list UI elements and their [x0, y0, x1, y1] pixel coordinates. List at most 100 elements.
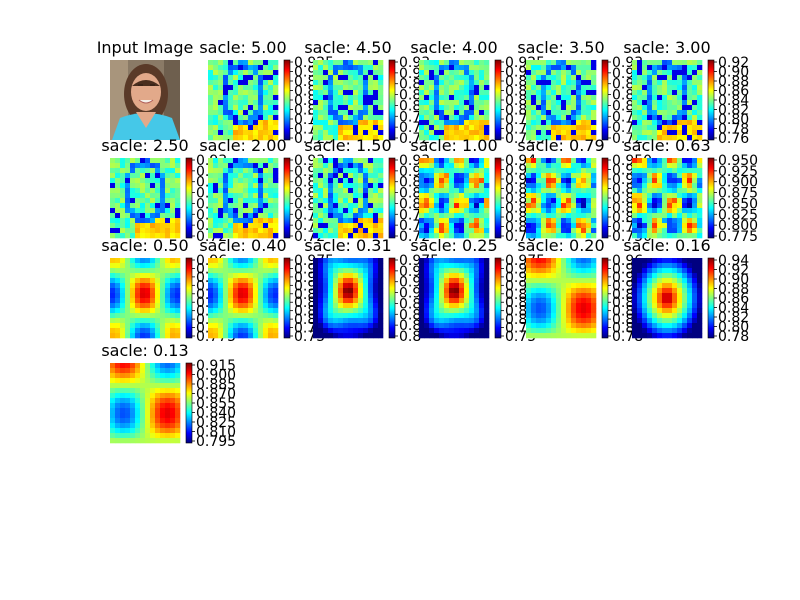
heatmap-cell [561, 323, 567, 329]
heatmap-cell [253, 188, 259, 194]
heatmap-cell [561, 130, 567, 136]
heatmap-cell [160, 213, 166, 219]
heatmap-cell [682, 75, 688, 81]
heatmap-cell [647, 130, 653, 136]
heatmap-cell [474, 130, 480, 136]
heatmap-cell [228, 328, 234, 334]
heatmap-cell [652, 278, 658, 284]
heatmap-cell [464, 193, 470, 199]
heatmap-cell [223, 95, 229, 101]
heatmap-cell [642, 100, 648, 106]
heatmap-cell [233, 115, 239, 121]
heatmap-cell [637, 115, 643, 121]
heatmap-cell [110, 333, 116, 339]
heatmap-cell [263, 183, 269, 189]
heatmap-cell [233, 288, 239, 294]
heatmap-cell [155, 298, 161, 304]
heatmap-cell [464, 130, 470, 136]
heatmap-cell [373, 168, 379, 174]
heatmap-cell [175, 433, 181, 439]
heatmap-cell [551, 158, 557, 164]
heatmap-cell [263, 258, 269, 264]
heatmap-cell [419, 298, 425, 304]
heatmap-cell [213, 318, 219, 324]
heatmap-cell [662, 135, 668, 141]
heatmap-cell [228, 80, 234, 86]
heatmap-cell [155, 178, 161, 184]
heatmap-cell [531, 223, 537, 229]
heatmap-cell [358, 90, 364, 96]
heatmap-cell [672, 60, 678, 66]
heatmap-cell [253, 333, 259, 339]
heatmap-cell [338, 60, 344, 66]
heatmap-cell [546, 60, 552, 66]
heatmap-cell [243, 105, 249, 111]
heatmap-cell [175, 198, 181, 204]
heatmap-cell [642, 318, 648, 324]
heatmap-cell [135, 373, 141, 379]
heatmap-cell [248, 213, 254, 219]
heatmap-cell [677, 115, 683, 121]
heatmap-cell [160, 393, 166, 399]
heatmap-cell [586, 65, 592, 71]
heatmap-cell [662, 223, 668, 229]
heatmap-cell [419, 60, 425, 66]
heatmap-cell [115, 313, 121, 319]
heatmap-cell [363, 313, 369, 319]
heatmap-cell [556, 173, 562, 179]
heatmap-cell [110, 318, 116, 324]
heatmap-cell [140, 378, 146, 384]
heatmap-cell [263, 168, 269, 174]
heatmap-cell [373, 85, 379, 91]
heatmap-cell [434, 158, 440, 164]
heatmap-cell [223, 258, 229, 264]
heatmap-cell [419, 273, 425, 279]
heatmap-cell [130, 298, 136, 304]
heatmap-cell [459, 95, 465, 101]
heatmap-cell [318, 75, 324, 81]
heatmap-cell [228, 268, 234, 274]
heatmap-cell [353, 168, 359, 174]
heatmap-cell [273, 273, 279, 279]
heatmap-cell [238, 125, 244, 131]
heatmap-cell [318, 333, 324, 339]
heatmap-cell [469, 328, 475, 334]
heatmap-cell [566, 158, 572, 164]
heatmap-cell [586, 223, 592, 229]
heatmap-cell [459, 168, 465, 174]
heatmap-cell [424, 178, 430, 184]
heatmap-cell [566, 130, 572, 136]
heatmap-cell [561, 90, 567, 96]
heatmap-cell [313, 90, 319, 96]
heatmap-cell [449, 213, 455, 219]
heatmap-cell [556, 233, 562, 239]
heatmap-cell [358, 268, 364, 274]
heatmap-cell [464, 313, 470, 319]
heatmap-cell [338, 135, 344, 141]
heatmap-cell [667, 70, 673, 76]
heatmap-cell [586, 198, 592, 204]
heatmap-cell [373, 293, 379, 299]
heatmap-cell [150, 193, 156, 199]
heatmap-cell [155, 308, 161, 314]
heatmap-cell [429, 115, 435, 121]
heatmap-cell [444, 183, 450, 189]
heatmap-cell [175, 173, 181, 179]
heatmap-cell [672, 178, 678, 184]
heatmap-cell [238, 80, 244, 86]
heatmap-cell [378, 60, 384, 66]
heatmap-cell [576, 158, 582, 164]
heatmap-cell [363, 80, 369, 86]
heatmap-cell [268, 60, 274, 66]
heatmap-cell [667, 278, 673, 284]
heatmap-cell [135, 188, 141, 194]
heatmap-cell [223, 178, 229, 184]
heatmap-cell [258, 268, 264, 274]
heatmap-cell [243, 80, 249, 86]
heatmap-cell [566, 95, 572, 101]
heatmap-cell [258, 70, 264, 76]
heatmap-cell [323, 313, 329, 319]
heatmap-cell [556, 293, 562, 299]
heatmap-cell [145, 178, 151, 184]
heatmap-cell [439, 183, 445, 189]
